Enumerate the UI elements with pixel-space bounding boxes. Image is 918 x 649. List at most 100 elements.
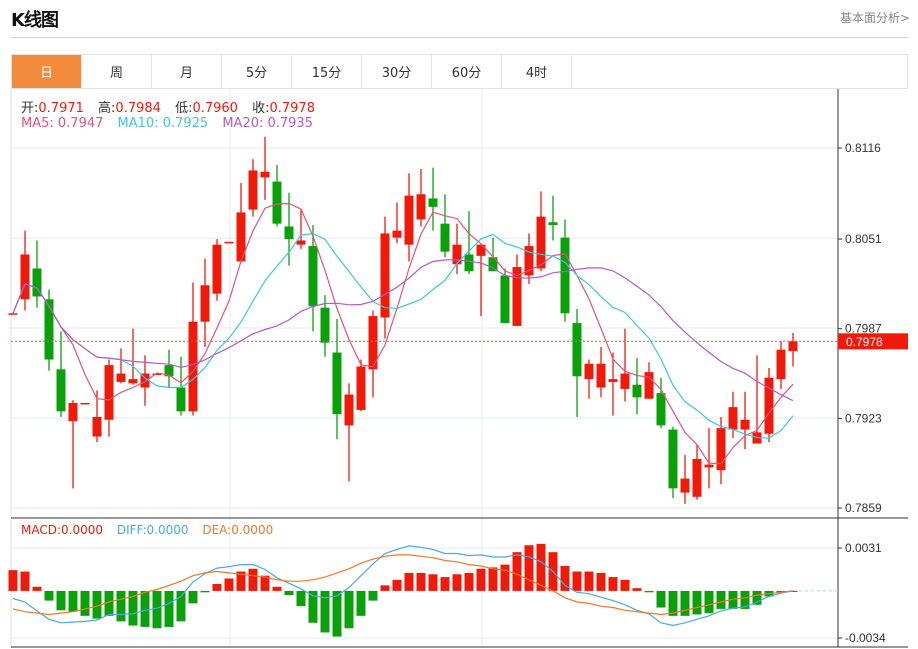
ma20-line bbox=[12, 259, 794, 402]
candle bbox=[656, 377, 666, 429]
macd-bar bbox=[140, 590, 150, 627]
macd-bar bbox=[272, 586, 282, 591]
candle bbox=[272, 164, 282, 227]
tab-60min[interactable]: 60分 bbox=[432, 55, 502, 88]
macd-bar bbox=[644, 590, 654, 593]
candle-body bbox=[620, 373, 630, 389]
page-title: K线图 bbox=[11, 10, 59, 31]
ma20-value: MA20: 0.7935 bbox=[222, 116, 313, 131]
candle bbox=[644, 362, 654, 399]
macd-bar bbox=[92, 590, 102, 619]
price-tick-label: 0.7859 bbox=[845, 501, 882, 515]
candle bbox=[476, 244, 486, 317]
dea-line bbox=[12, 554, 794, 616]
candle-body bbox=[92, 416, 102, 437]
candle bbox=[488, 237, 498, 272]
macd-bar bbox=[32, 586, 42, 591]
tab-day[interactable]: 日 bbox=[12, 55, 82, 88]
macd-bar bbox=[728, 590, 738, 609]
candle bbox=[212, 239, 222, 301]
macd-bar bbox=[776, 590, 786, 593]
macd-bar bbox=[296, 590, 306, 607]
macd-bar bbox=[308, 590, 318, 623]
macd-bar bbox=[152, 590, 162, 629]
macd-bar bbox=[464, 572, 474, 591]
candle bbox=[548, 195, 558, 241]
candle-body bbox=[692, 458, 702, 497]
ma-legend: MA5: 0.7947 MA10: 0.7925 MA20: 0.7935 bbox=[21, 116, 323, 131]
candle-body bbox=[248, 170, 258, 210]
macd-legend: MACD:0.0000 DIFF:0.0000 DEA:0.0000 bbox=[21, 523, 283, 537]
macd-bar bbox=[632, 588, 642, 591]
open-value: 0.7971 bbox=[38, 101, 84, 116]
macd-bar bbox=[80, 590, 90, 616]
candle-body bbox=[284, 226, 294, 240]
macd-bar bbox=[752, 590, 762, 605]
macd-bar bbox=[200, 590, 210, 593]
candle bbox=[560, 219, 570, 322]
macd-bar bbox=[668, 590, 678, 616]
candle bbox=[524, 233, 534, 284]
macd-bar bbox=[680, 590, 690, 616]
fundamental-analysis-link[interactable]: 基本面分析> bbox=[839, 11, 910, 25]
tab-5min[interactable]: 5分 bbox=[222, 55, 292, 88]
candle bbox=[500, 268, 510, 324]
macd-bar bbox=[488, 567, 498, 591]
price-tick-label: 0.7923 bbox=[845, 411, 882, 425]
macd-bar bbox=[104, 590, 114, 616]
last-price-label: 0.7978 bbox=[846, 335, 883, 349]
candle-body bbox=[608, 379, 618, 382]
candle bbox=[608, 352, 618, 416]
macd-bar bbox=[116, 590, 126, 622]
macd-bar bbox=[620, 579, 630, 591]
low-label: 低: bbox=[175, 101, 193, 116]
macd-value: MACD:0.0000 bbox=[21, 523, 104, 537]
candle-body bbox=[188, 321, 198, 412]
candle bbox=[728, 391, 738, 438]
macd-bar bbox=[20, 571, 30, 591]
tab-15min[interactable]: 15分 bbox=[292, 55, 362, 88]
candle-body bbox=[560, 237, 570, 314]
macd-bar bbox=[164, 590, 174, 627]
macd-tick-label: 0.0031 bbox=[845, 541, 882, 555]
macd-bar bbox=[560, 566, 570, 591]
macd-bar bbox=[176, 590, 186, 622]
macd-bar bbox=[452, 574, 462, 591]
close-value: 0.7978 bbox=[269, 101, 315, 116]
candle bbox=[128, 328, 138, 385]
macd-bar bbox=[596, 572, 606, 591]
candle-body bbox=[512, 267, 522, 326]
macd-bar bbox=[716, 590, 726, 609]
tab-4hour[interactable]: 4时 bbox=[502, 55, 572, 88]
macd-bar bbox=[524, 545, 534, 591]
macd-bar bbox=[44, 590, 54, 601]
macd-bar bbox=[380, 585, 390, 591]
macd-bar bbox=[536, 543, 546, 591]
candle bbox=[260, 136, 270, 200]
candle bbox=[368, 310, 378, 398]
tab-30min[interactable]: 30分 bbox=[362, 55, 432, 88]
candle bbox=[140, 355, 150, 406]
macd-bar bbox=[344, 590, 354, 629]
price-tick-label: 0.8116 bbox=[845, 141, 881, 155]
high-label: 高: bbox=[98, 101, 116, 116]
dea-value: DEA:0.0000 bbox=[202, 523, 274, 537]
tab-month[interactable]: 月 bbox=[152, 55, 222, 88]
candle bbox=[344, 383, 354, 482]
tab-week[interactable]: 周 bbox=[82, 55, 152, 88]
candle bbox=[380, 216, 390, 339]
candle-body bbox=[740, 419, 750, 430]
macd-bar bbox=[128, 590, 138, 626]
candle bbox=[704, 428, 714, 489]
candle bbox=[692, 444, 702, 500]
macd-bar bbox=[368, 590, 378, 601]
candle-body bbox=[260, 171, 270, 178]
candle-body bbox=[404, 195, 414, 245]
candle-body bbox=[32, 268, 42, 297]
candle bbox=[308, 225, 318, 332]
candle bbox=[188, 282, 198, 416]
candle-body bbox=[536, 216, 546, 269]
candle bbox=[284, 192, 294, 266]
candle bbox=[440, 194, 450, 258]
